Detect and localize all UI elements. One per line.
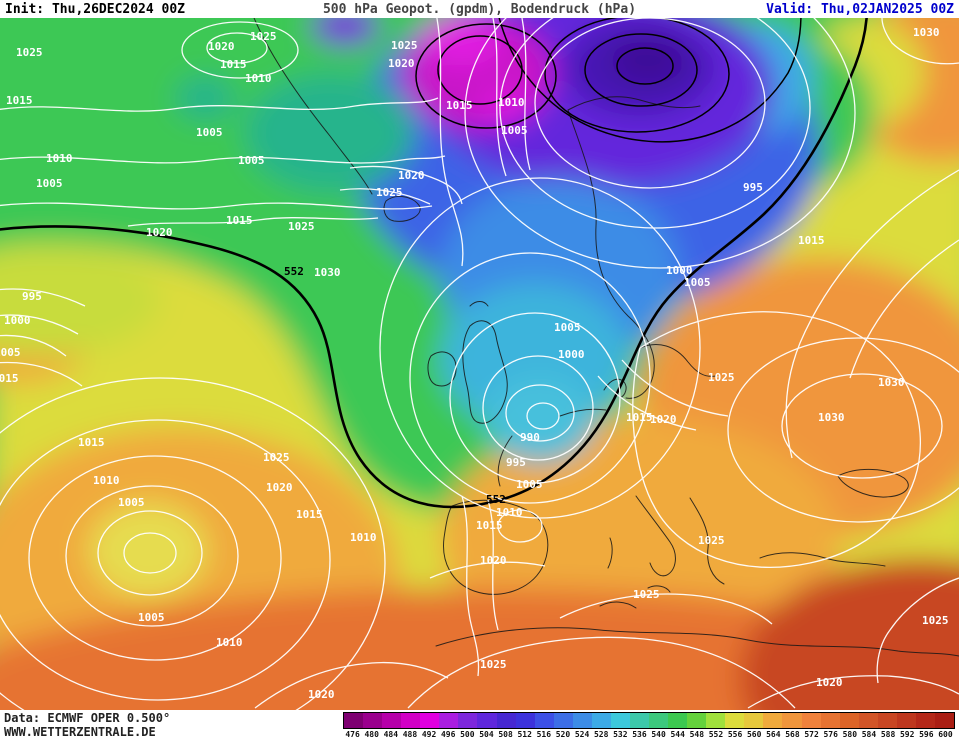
colorbar-segment <box>439 713 459 728</box>
colorbar-segment <box>420 713 440 728</box>
header-bar: Init: Thu,26DEC2024 00Z 500 hPa Geopot. … <box>0 0 959 18</box>
colorbar-tick: 512 <box>517 730 532 739</box>
colorbar-tick: 556 <box>727 730 743 739</box>
colorbar-segment <box>363 713 383 728</box>
colorbar-segment <box>534 713 554 728</box>
colorbar-tick: 504 <box>479 730 494 739</box>
colorbar: 476 480 484 488 492 496 500 504 508 512 516 520 524 5… <box>343 712 955 739</box>
colorbar-tick: 496 <box>440 730 456 739</box>
colorbar-segment <box>649 713 669 728</box>
colorbar-tick: 568 <box>785 730 800 739</box>
colorbar-tick: 600 <box>938 730 953 739</box>
colorbar-segment <box>553 713 573 728</box>
geopotential-contours <box>0 18 868 509</box>
geopotential-field <box>0 18 959 710</box>
colorbar-tick: 572 <box>804 730 819 739</box>
colorbar-segment <box>382 713 402 728</box>
colorbar-tick: 564 <box>766 730 781 739</box>
colorbar-tick: 552 <box>708 730 724 739</box>
colorbar-segment <box>725 713 745 728</box>
colorbar-tick: 576 <box>823 730 838 739</box>
map-title: 500 hPa Geopot. (gpdm), Bodendruck (hPa) <box>322 2 637 17</box>
colorbar-segment <box>496 713 516 728</box>
colorbar-segment <box>915 713 935 728</box>
colorbar-tick: 524 <box>574 730 590 739</box>
colorbar-segment <box>858 713 878 728</box>
colorbar-segment <box>591 713 611 728</box>
colorbar-segment <box>401 713 421 728</box>
colorbar-segment <box>344 713 364 728</box>
colorbar-segment <box>668 713 688 728</box>
colorbar-tick: 544 <box>670 730 685 739</box>
colorbar-tick: 480 <box>364 730 379 739</box>
colorbar-tick: 492 <box>421 730 437 739</box>
colorbar-tick: 536 <box>632 730 647 739</box>
colorbar-tick: 548 <box>689 730 705 739</box>
colorbar-segment <box>744 713 764 728</box>
colorbar-tick: 508 <box>498 730 513 739</box>
colorbar-tick: 580 <box>842 730 858 739</box>
coastlines-layer <box>253 18 959 657</box>
colorbar-tick: 584 <box>861 730 877 739</box>
colorbar-segment <box>820 713 840 728</box>
colorbar-segment <box>896 713 916 728</box>
colorbar-segment <box>801 713 821 728</box>
data-source-label: Data: ECMWF OPER 0.500° <box>4 711 171 725</box>
weather-map: 1025101510101005995100010051015102010201… <box>0 18 959 710</box>
colorbar-segment <box>477 713 497 728</box>
colorbar-segment <box>458 713 478 728</box>
colorbar-ticks: 476 480 484 488 492 496 500 504 508 512 516 520 524 5… <box>343 730 955 739</box>
colorbar-segment <box>687 713 707 728</box>
colorbar-segment <box>763 713 783 728</box>
colorbar-tick: 532 <box>613 730 628 739</box>
colorbar-segment <box>782 713 802 728</box>
colorbar-tick: 540 <box>651 730 666 739</box>
colorbar-tick: 484 <box>383 730 399 739</box>
footer-bar: Data: ECMWF OPER 0.500° WWW.WETTERZENTRA… <box>0 710 959 741</box>
colorbar-tick: 528 <box>593 730 609 739</box>
valid-time-label: Valid: Thu,02JAN2025 00Z <box>766 2 954 17</box>
colorbar-segment <box>934 713 954 728</box>
colorbar-segment <box>610 713 630 728</box>
colorbar-tick: 488 <box>402 730 418 739</box>
colorbar-tick: 596 <box>919 730 934 739</box>
map-canvas <box>0 18 959 710</box>
colorbar-segment <box>877 713 897 728</box>
colorbar-tick: 520 <box>555 730 571 739</box>
colorbar-segment <box>839 713 859 728</box>
colorbar-gradient <box>343 712 955 729</box>
colorbar-tick: 560 <box>746 730 762 739</box>
colorbar-tick: 516 <box>536 730 552 739</box>
colorbar-segment <box>515 713 535 728</box>
init-time-label: Init: Thu,26DEC2024 00Z <box>5 2 186 17</box>
colorbar-segment <box>629 713 649 728</box>
website-label: WWW.WETTERZENTRALE.DE <box>4 725 156 739</box>
colorbar-segment <box>706 713 726 728</box>
colorbar-tick: 588 <box>880 730 896 739</box>
isobar-lines <box>0 18 959 710</box>
colorbar-tick: 476 <box>345 730 360 739</box>
colorbar-segment <box>572 713 592 728</box>
colorbar-tick: 500 <box>460 730 475 739</box>
colorbar-tick: 592 <box>899 730 915 739</box>
